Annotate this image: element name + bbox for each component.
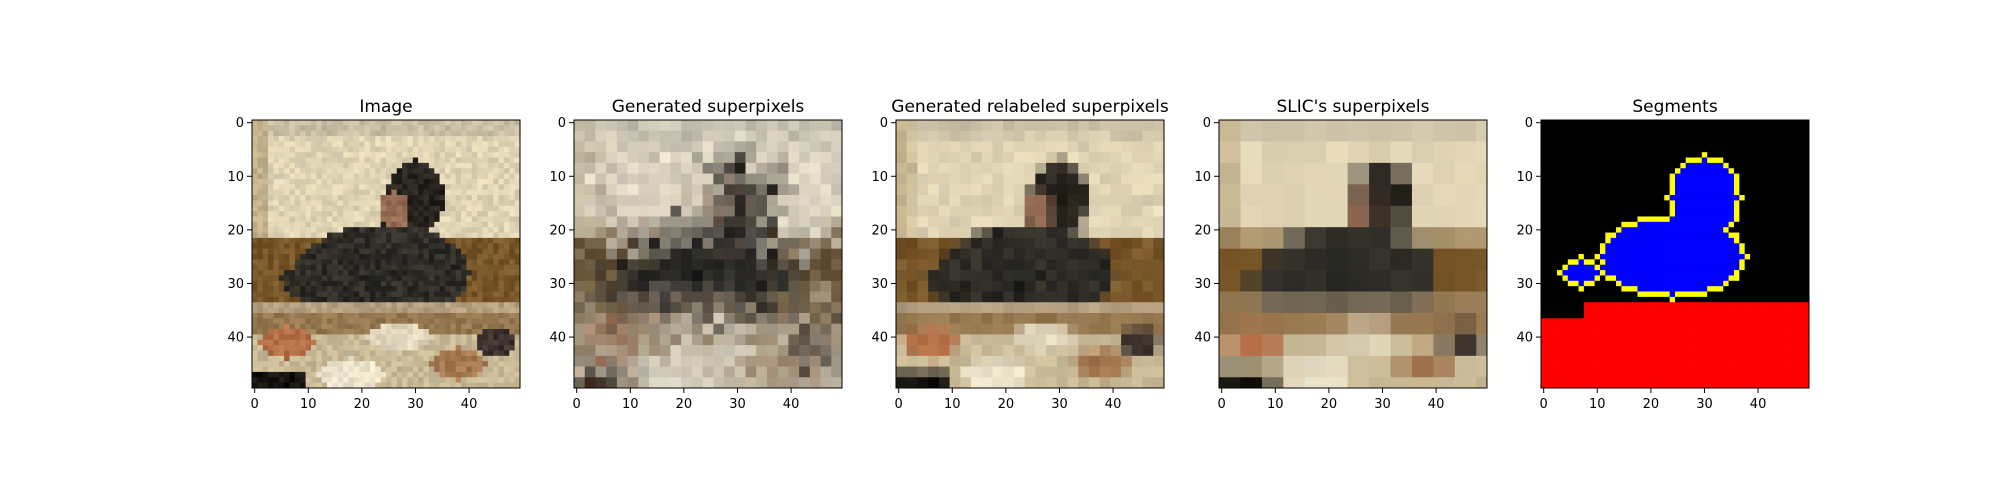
- y-tick-label: 40: [549, 331, 566, 346]
- x-tick-label: 40: [783, 397, 800, 412]
- y-tick-label: 20: [549, 223, 566, 238]
- x-tick-label: 10: [1267, 397, 1284, 412]
- panel-1: Image 0 10 20 30 40 0 10 20 30 40: [227, 97, 521, 412]
- x-tick-label: 30: [729, 397, 746, 412]
- x-tick-label: 20: [1643, 397, 1660, 412]
- axes-frame: [251, 119, 521, 389]
- panel-title: Generated superpixels: [612, 97, 805, 117]
- y-tick-label: 0: [1525, 116, 1533, 131]
- x-tick-label: 40: [1105, 397, 1122, 412]
- x-tick-label: 0: [1540, 397, 1548, 412]
- x-tick-label: 40: [461, 397, 478, 412]
- y-tick-label: 30: [1516, 277, 1533, 292]
- axes-frame: [1218, 119, 1488, 389]
- y-tick-label: 0: [880, 116, 888, 131]
- x-tick-label: 10: [622, 397, 639, 412]
- panel-title: SLIC's superpixels: [1276, 97, 1429, 117]
- panel-title: Image: [359, 97, 412, 117]
- panel-2: Generated superpixels 0 10 20 30 40 0 10 20 30 40: [549, 97, 843, 412]
- panel-image: [1541, 120, 1810, 389]
- panel-4: SLIC's superpixels 0 10 20 30 40 0 10 20 30 40: [1194, 97, 1488, 412]
- panel-title: Generated relabeled superpixels: [891, 97, 1169, 117]
- x-tick-label: 10: [1589, 397, 1606, 412]
- y-tick-label: 40: [1194, 331, 1211, 346]
- x-tick-label: 40: [1428, 397, 1445, 412]
- x-tick-label: 20: [354, 397, 371, 412]
- panel-image: [252, 120, 521, 389]
- x-tick-label: 0: [251, 397, 259, 412]
- y-tick-label: 10: [1194, 170, 1211, 185]
- x-tick-label: 10: [300, 397, 317, 412]
- x-tick-label: 10: [944, 397, 961, 412]
- y-tick-label: 20: [1516, 223, 1533, 238]
- y-tick-label: 10: [871, 170, 888, 185]
- axes-frame: [1540, 119, 1810, 389]
- panel-title: Segments: [1632, 97, 1718, 117]
- y-tick-label: 30: [227, 277, 244, 292]
- x-tick-label: 0: [895, 397, 903, 412]
- y-tick-label: 40: [871, 331, 888, 346]
- x-tick-label: 20: [998, 397, 1015, 412]
- y-tick-label: 0: [558, 116, 566, 131]
- x-tick-label: 30: [1051, 397, 1068, 412]
- x-tick-label: 20: [1321, 397, 1338, 412]
- y-tick-label: 40: [1516, 331, 1533, 346]
- y-tick-label: 0: [1203, 116, 1211, 131]
- panel-5: Segments 0 10 20 30 40 0 10 20 30 40: [1516, 97, 1810, 412]
- y-tick-label: 10: [1516, 170, 1533, 185]
- x-tick-label: 0: [573, 397, 581, 412]
- panel-image: [1219, 120, 1488, 389]
- axes-frame: [895, 119, 1165, 389]
- y-tick-label: 10: [549, 170, 566, 185]
- panel-image: [896, 120, 1165, 389]
- x-tick-label: 30: [407, 397, 424, 412]
- y-tick-label: 20: [227, 223, 244, 238]
- y-tick-label: 30: [871, 277, 888, 292]
- y-tick-label: 10: [227, 170, 244, 185]
- x-tick-label: 40: [1750, 397, 1767, 412]
- y-tick-label: 20: [871, 223, 888, 238]
- x-tick-label: 0: [1218, 397, 1226, 412]
- x-tick-label: 20: [676, 397, 693, 412]
- y-tick-label: 40: [227, 331, 244, 346]
- y-tick-label: 30: [1194, 277, 1211, 292]
- axes-frame: [573, 119, 843, 389]
- x-tick-label: 30: [1696, 397, 1713, 412]
- x-tick-label: 30: [1374, 397, 1391, 412]
- y-tick-label: 0: [236, 116, 244, 131]
- y-tick-label: 20: [1194, 223, 1211, 238]
- y-tick-label: 30: [549, 277, 566, 292]
- panel-image: [574, 120, 843, 389]
